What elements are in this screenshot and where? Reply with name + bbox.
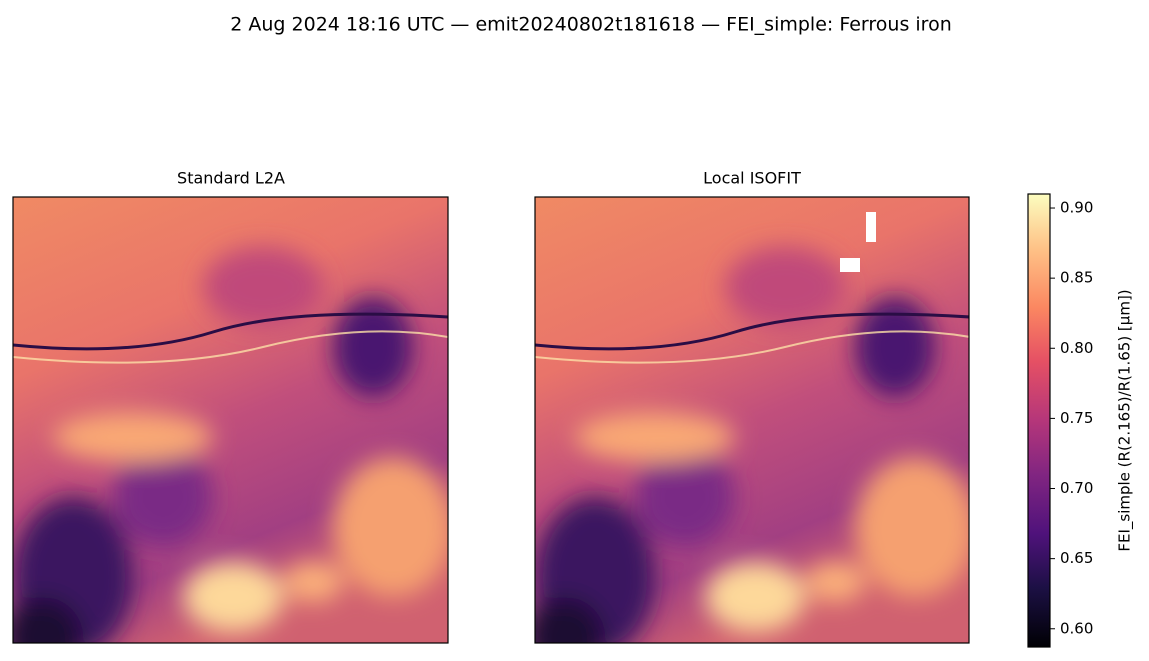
colorbar-label: FEI_simple (R(2.165)/R(1.65) [µm])	[1116, 289, 1135, 551]
colorbar-tick-label: 0.70	[1060, 479, 1093, 497]
image-panel	[525, 197, 975, 661]
colorbar-tick-label: 0.65	[1060, 549, 1093, 567]
panel-title: Local ISOFIT	[703, 169, 801, 188]
figure-title: 2 Aug 2024 18:16 UTC — emit20240802t1816…	[230, 14, 951, 36]
colorbar-tick-label: 0.90	[1060, 199, 1093, 217]
colorbar-tick-label: 0.85	[1060, 269, 1093, 287]
colorbar: 0.60 0.65 0.70 0.75 0.80 0.85 0.90	[1027, 193, 1093, 648]
panel-title: Standard L2A	[177, 169, 285, 188]
panel-frame	[12, 196, 449, 644]
panel-frame	[534, 196, 970, 644]
image-panel	[3, 197, 453, 661]
colorbar-tick-label: 0.75	[1060, 409, 1093, 427]
colorbar-tick-label: 0.80	[1060, 339, 1093, 357]
colorbar-gradient	[1027, 193, 1051, 648]
colorbar-tick-label: 0.60	[1060, 619, 1093, 637]
